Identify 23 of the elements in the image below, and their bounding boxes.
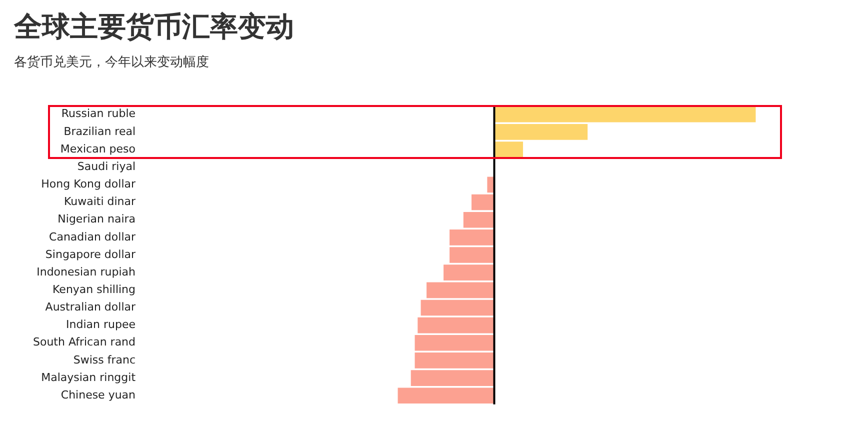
y-tick-label: Brazilian real bbox=[64, 124, 136, 138]
text: 全球主要货币汇率变动 bbox=[14, 9, 294, 45]
bar bbox=[420, 300, 494, 316]
bar bbox=[487, 176, 494, 193]
y-tick-label: Singapore dollar bbox=[45, 248, 136, 261]
y-tick-label: Kenyan shilling bbox=[52, 283, 136, 296]
y-tick-label: Mexican peso bbox=[60, 142, 136, 156]
y-tick-label: South African rand bbox=[32, 336, 136, 349]
y-tick-label: Nigerian naira bbox=[58, 212, 136, 226]
y-tick-label: Malaysian ringgit bbox=[41, 370, 136, 384]
y-tick-label: Swiss franc bbox=[73, 353, 136, 366]
y-tick-label: Canadian dollar bbox=[49, 230, 136, 244]
bar bbox=[472, 194, 494, 210]
y-tick-label: Saudi riyal bbox=[77, 160, 136, 173]
y-tick-label: Hong Kong dollar bbox=[41, 178, 136, 191]
y-tick-label: Indian rupee bbox=[66, 318, 136, 332]
y-tick-label: Kuwaiti dinar bbox=[64, 195, 136, 208]
bar bbox=[418, 317, 494, 334]
y-tick-label: Chinese yuan bbox=[60, 388, 136, 402]
y-tick-label: Australian dollar bbox=[45, 300, 136, 314]
y-tick-label: Russian ruble bbox=[61, 107, 136, 120]
text: 各货币兑美元，今年以来变动幅度 bbox=[14, 54, 209, 71]
y-tick-label: Indonesian rupiah bbox=[36, 265, 136, 278]
